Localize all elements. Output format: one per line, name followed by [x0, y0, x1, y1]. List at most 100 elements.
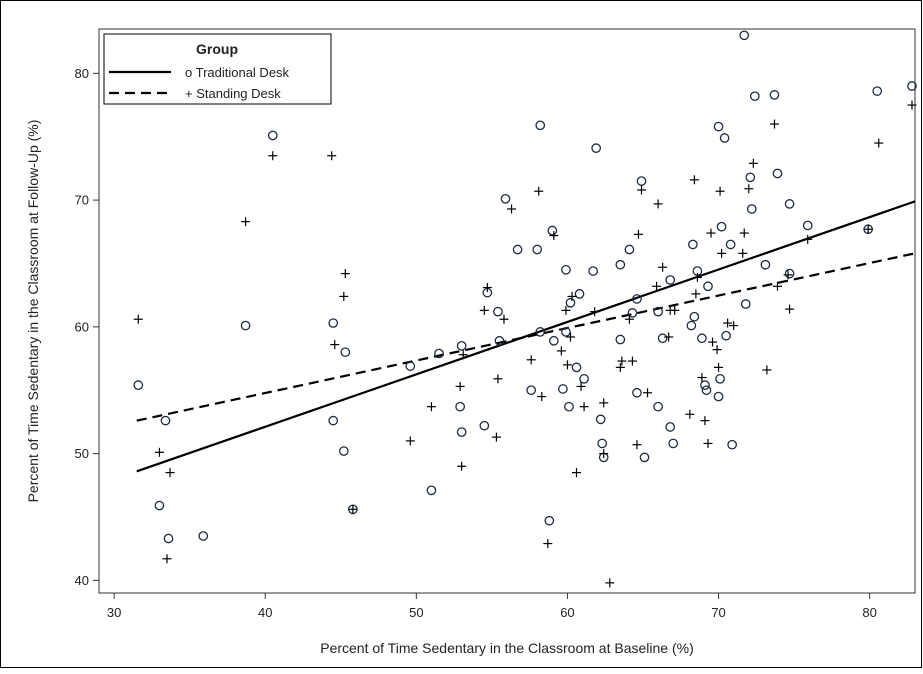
standing-point [340, 269, 350, 279]
traditional-point [725, 239, 736, 250]
standing-point [697, 373, 707, 383]
standing-point [457, 461, 467, 471]
traditional-point [479, 420, 490, 431]
standing-point [241, 217, 251, 227]
standing-point [458, 350, 468, 360]
traditional-point [571, 362, 582, 373]
traditional-point [716, 221, 727, 232]
traditional-point [564, 401, 574, 412]
standing-point [562, 360, 572, 370]
traditional-point [591, 143, 602, 153]
standing-point [165, 468, 175, 478]
traditional-point [746, 204, 757, 214]
traditional-point [561, 327, 571, 337]
fit-lines [136, 200, 916, 473]
standing-point [703, 438, 713, 448]
standing-point [605, 578, 615, 588]
x-axis-label: Percent of Time Sedentary in the Classro… [320, 640, 694, 656]
standing-point [576, 381, 586, 391]
x-tick-label: 40 [258, 605, 272, 620]
traditional-point [772, 168, 783, 179]
traditional-point [727, 439, 738, 450]
traditional-point [627, 308, 638, 318]
traditional-point [548, 335, 559, 346]
standing-point [762, 365, 772, 375]
traditional-point [700, 380, 710, 390]
traditional-point [665, 275, 676, 285]
traditional-point [544, 515, 555, 526]
standing-point [714, 362, 724, 372]
standing-point [712, 345, 722, 355]
standing-point [268, 151, 278, 161]
traditional-point [240, 320, 251, 331]
traditional-point [615, 334, 626, 345]
standing-point [543, 539, 553, 549]
standing-point [708, 337, 718, 347]
plot-area [98, 28, 916, 594]
traditional-point [574, 289, 585, 299]
standing-point [738, 248, 748, 258]
traditional-point [802, 220, 813, 231]
standing-point [627, 356, 637, 366]
traditional-point [639, 452, 650, 463]
standing-point [327, 151, 337, 161]
standing-point [874, 138, 884, 148]
standing-point [426, 402, 436, 412]
y-tick-label: 50 [75, 446, 89, 461]
standing-point [534, 186, 544, 196]
standing-point [162, 554, 172, 564]
standing-point [330, 340, 340, 350]
traditional-point [160, 415, 171, 426]
standing-point [785, 304, 795, 314]
standing-point [744, 184, 754, 194]
standing-point [691, 289, 701, 299]
traditional-point [328, 415, 339, 426]
traditional-point [494, 335, 505, 346]
standing-point [556, 346, 566, 356]
x-tick-label: 80 [862, 605, 876, 620]
standing-point [491, 432, 501, 442]
standing-point [723, 318, 733, 328]
standing-point [455, 381, 465, 391]
standing-point [615, 362, 625, 372]
y-tick-label: 60 [75, 319, 89, 334]
traditional-point [784, 199, 795, 209]
traditional-point [689, 311, 700, 322]
data-markers [133, 30, 917, 588]
standing-point [493, 374, 503, 384]
y-tick-label: 80 [75, 66, 89, 81]
standing-point [685, 409, 695, 419]
standing-point [348, 504, 358, 514]
traditional-point [653, 306, 663, 317]
traditional-point [769, 90, 780, 100]
standing-point [706, 228, 716, 238]
traditional-point [154, 500, 165, 511]
standing-point [537, 392, 547, 402]
standing-point [617, 356, 627, 366]
traditional-point [739, 30, 750, 41]
standing-point [643, 388, 653, 398]
traditional-point [632, 387, 642, 398]
traditional-point [784, 268, 795, 279]
traditional-point [636, 176, 647, 186]
traditional-point [749, 91, 760, 102]
traditional-point [715, 373, 725, 384]
traditional-point [907, 81, 917, 91]
legend-label-traditional: o Traditional Desk [185, 65, 290, 80]
traditional-point [615, 259, 626, 270]
traditional-point [697, 333, 707, 344]
fit-line-standing [136, 252, 916, 422]
standing-point [664, 332, 674, 342]
standing-point [499, 314, 509, 324]
standing-point [405, 436, 415, 446]
standing-point [633, 229, 643, 239]
traditional-point [703, 281, 713, 292]
axes: 30 40 50 60 70 80 40 50 60 70 80 [75, 66, 877, 620]
x-tick-label: 30 [107, 605, 121, 620]
traditional-point [512, 244, 523, 255]
standing-point [803, 234, 813, 244]
standing-point [783, 270, 793, 280]
traditional-point [338, 446, 349, 456]
